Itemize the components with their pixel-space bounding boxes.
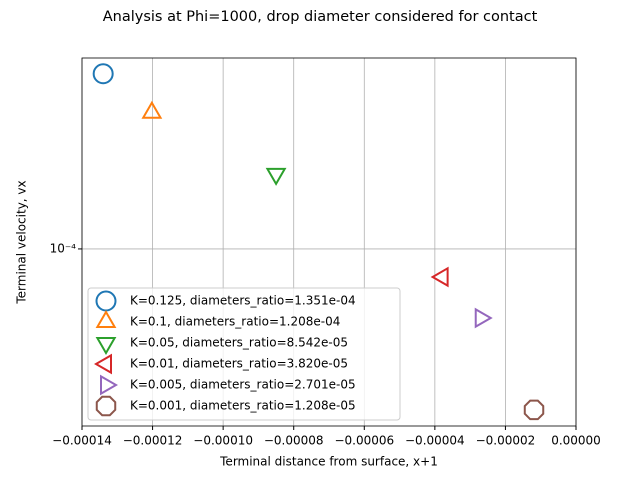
legend-label: K=0.125, diameters_ratio=1.351e-04 [130, 294, 356, 308]
x-tick-label: −0.00004 [405, 434, 465, 448]
x-tick-label: 0.00000 [551, 434, 601, 448]
x-tick-label: −0.00012 [123, 434, 183, 448]
legend-marker [95, 310, 117, 328]
legend-label: K=0.01, diameters_ratio=3.820e-05 [130, 357, 348, 371]
x-tick-label: −0.00006 [334, 434, 394, 448]
point [265, 167, 287, 186]
x-tick-label: −0.00014 [52, 434, 112, 448]
legend-box [87, 287, 401, 421]
chart-title: Analysis at Phi=1000, drop diameter cons… [103, 9, 538, 25]
legend-label: K=0.1, diameters_ratio=1.208e-04 [130, 315, 340, 329]
plot-frame [81, 57, 577, 427]
x-tick-label: −0.00008 [264, 434, 324, 448]
y-tick-label: 10⁻⁴ [50, 241, 77, 255]
legend-marker [93, 353, 112, 375]
point [474, 307, 493, 329]
legend-label: K=0.05, diameters_ratio=8.542e-05 [130, 336, 348, 350]
x-tick-label: −0.00002 [476, 434, 536, 448]
y-axis-label: Terminal velocity, vx [15, 180, 29, 304]
legend-marker [100, 374, 119, 396]
point [92, 63, 114, 85]
point [141, 100, 163, 119]
legend-marker [95, 395, 117, 417]
point [523, 399, 545, 421]
x-axis-label: Terminal distance from surface, x+1 [219, 455, 438, 469]
legend-label: K=0.001, diameters_ratio=1.208e-05 [130, 399, 356, 413]
point [430, 266, 449, 288]
legend-marker [95, 337, 117, 355]
legend-label: K=0.005, diameters_ratio=2.701e-05 [130, 378, 356, 392]
x-tick-label: −0.00010 [193, 434, 253, 448]
